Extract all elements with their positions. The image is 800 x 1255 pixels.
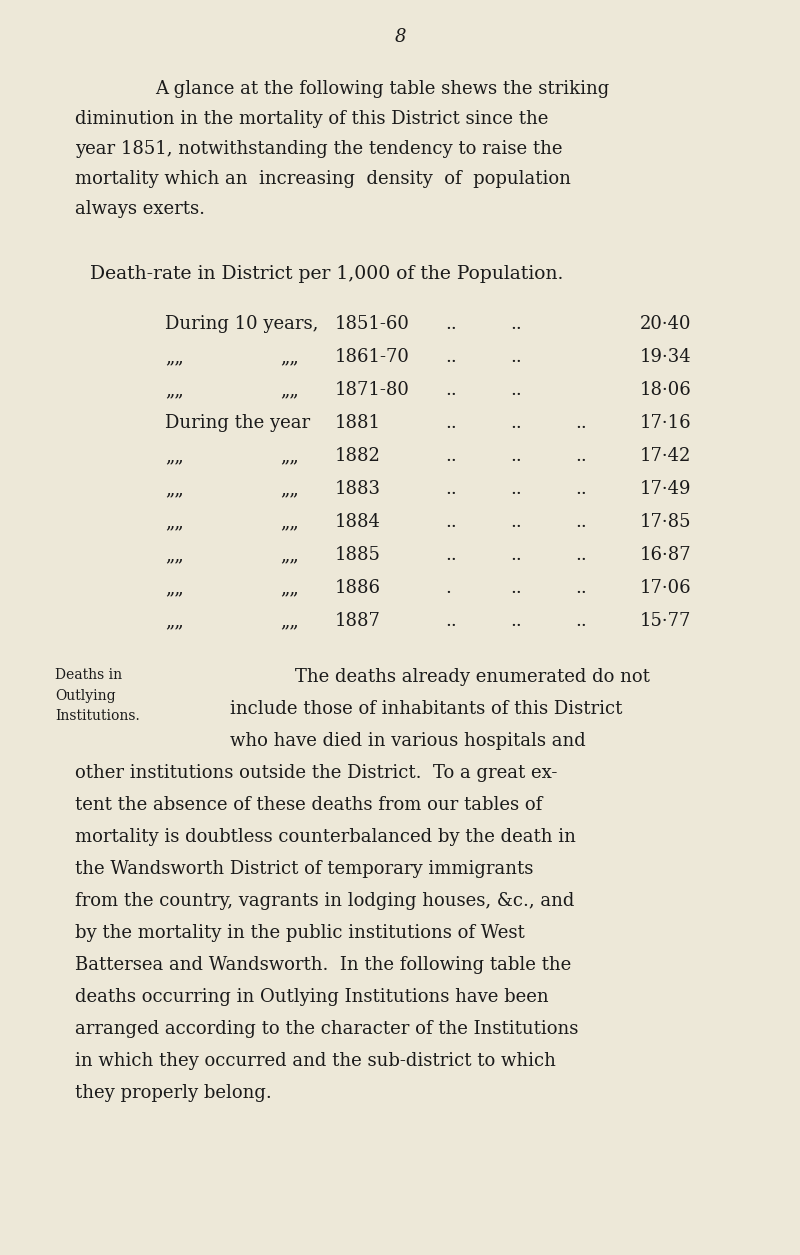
Text: ..: .. — [510, 315, 522, 333]
Text: „„: „„ — [280, 579, 298, 597]
Text: ..: .. — [575, 612, 586, 630]
Text: from the country, vagrants in lodging houses, &c., and: from the country, vagrants in lodging ho… — [75, 892, 574, 910]
Text: ..: .. — [510, 546, 522, 563]
Text: tent the absence of these deaths from our tables of: tent the absence of these deaths from ou… — [75, 796, 542, 814]
Text: 1884: 1884 — [335, 513, 381, 531]
Text: „„: „„ — [280, 546, 298, 563]
Text: the Wandsworth District of temporary immigrants: the Wandsworth District of temporary imm… — [75, 860, 534, 878]
Text: 17·16: 17·16 — [640, 414, 692, 432]
Text: „„: „„ — [165, 513, 184, 531]
Text: ..: .. — [575, 513, 586, 531]
Text: „„: „„ — [165, 546, 184, 563]
Text: 1851-60: 1851-60 — [335, 315, 410, 333]
Text: mortality which an  increasing  density  of  population: mortality which an increasing density of… — [75, 169, 571, 188]
Text: in which they occurred and the sub-district to which: in which they occurred and the sub-distr… — [75, 1052, 556, 1071]
Text: 1882: 1882 — [335, 447, 381, 466]
Text: „„: „„ — [165, 348, 184, 366]
Text: „„: „„ — [165, 579, 184, 597]
Text: 1861-70: 1861-70 — [335, 348, 410, 366]
Text: diminution in the mortality of this District since the: diminution in the mortality of this Dist… — [75, 110, 548, 128]
Text: 19·34: 19·34 — [640, 348, 692, 366]
Text: who have died in various hospitals and: who have died in various hospitals and — [230, 732, 586, 750]
Text: 1881: 1881 — [335, 414, 381, 432]
Text: „„: „„ — [165, 612, 184, 630]
Text: ..: .. — [510, 513, 522, 531]
Text: ..: .. — [510, 579, 522, 597]
Text: During 10 years,: During 10 years, — [165, 315, 318, 333]
Text: ..: .. — [510, 382, 522, 399]
Text: ..: .. — [510, 447, 522, 466]
Text: ..: .. — [575, 579, 586, 597]
Text: ..: .. — [445, 546, 457, 563]
Text: „„: „„ — [280, 612, 298, 630]
Text: ..: .. — [510, 612, 522, 630]
Text: ..: .. — [445, 479, 457, 498]
Text: 1885: 1885 — [335, 546, 381, 563]
Text: 17·85: 17·85 — [640, 513, 691, 531]
Text: mortality is doubtless counterbalanced by the death in: mortality is doubtless counterbalanced b… — [75, 828, 576, 846]
Text: 20·40: 20·40 — [640, 315, 691, 333]
Text: arranged according to the character of the Institutions: arranged according to the character of t… — [75, 1020, 578, 1038]
Text: ..: .. — [445, 513, 457, 531]
Text: ..: .. — [510, 348, 522, 366]
Text: 8: 8 — [394, 28, 406, 46]
Text: year 1851, notwithstanding the tendency to raise the: year 1851, notwithstanding the tendency … — [75, 141, 562, 158]
Text: A glance at the following table shews the striking: A glance at the following table shews th… — [155, 80, 610, 98]
Text: „„: „„ — [165, 447, 184, 466]
Text: ..: .. — [445, 414, 457, 432]
Text: ..: .. — [575, 414, 586, 432]
Text: 17·42: 17·42 — [640, 447, 691, 466]
Text: other institutions outside the District.  To a great ex-: other institutions outside the District.… — [75, 764, 558, 782]
Text: ..: .. — [575, 479, 586, 498]
Text: 17·06: 17·06 — [640, 579, 692, 597]
Text: ..: .. — [510, 414, 522, 432]
Text: ..: .. — [445, 612, 457, 630]
Text: 18·06: 18·06 — [640, 382, 692, 399]
Text: ..: .. — [575, 447, 586, 466]
Text: 1871-80: 1871-80 — [335, 382, 410, 399]
Text: 1883: 1883 — [335, 479, 381, 498]
Text: 1887: 1887 — [335, 612, 381, 630]
Text: 1886: 1886 — [335, 579, 381, 597]
Text: Battersea and Wandsworth.  In the following table the: Battersea and Wandsworth. In the followi… — [75, 956, 571, 974]
Text: ..: .. — [445, 315, 457, 333]
Text: The deaths already enumerated do not: The deaths already enumerated do not — [295, 668, 650, 686]
Text: Death-rate in District per 1,000 of the Population.: Death-rate in District per 1,000 of the … — [90, 265, 563, 282]
Text: ..: .. — [445, 348, 457, 366]
Text: ..: .. — [575, 546, 586, 563]
Text: „„: „„ — [280, 348, 298, 366]
Text: „„: „„ — [280, 447, 298, 466]
Text: .: . — [445, 579, 451, 597]
Text: „„: „„ — [280, 479, 298, 498]
Text: by the mortality in the public institutions of West: by the mortality in the public instituti… — [75, 924, 525, 943]
Text: 17·49: 17·49 — [640, 479, 691, 498]
Text: include those of inhabitants of this District: include those of inhabitants of this Dis… — [230, 700, 622, 718]
Text: „„: „„ — [165, 382, 184, 399]
Text: 15·77: 15·77 — [640, 612, 691, 630]
Text: During the year: During the year — [165, 414, 310, 432]
Text: Deaths in
Outlying
Institutions.: Deaths in Outlying Institutions. — [55, 668, 140, 723]
Text: „„: „„ — [165, 479, 184, 498]
Text: 16·87: 16·87 — [640, 546, 692, 563]
Text: „„: „„ — [280, 382, 298, 399]
Text: ..: .. — [445, 447, 457, 466]
Text: always exerts.: always exerts. — [75, 200, 205, 218]
Text: they properly belong.: they properly belong. — [75, 1084, 272, 1102]
Text: deaths occurring in Outlying Institutions have been: deaths occurring in Outlying Institution… — [75, 988, 549, 1007]
Text: „„: „„ — [280, 513, 298, 531]
Text: ..: .. — [445, 382, 457, 399]
Text: ..: .. — [510, 479, 522, 498]
